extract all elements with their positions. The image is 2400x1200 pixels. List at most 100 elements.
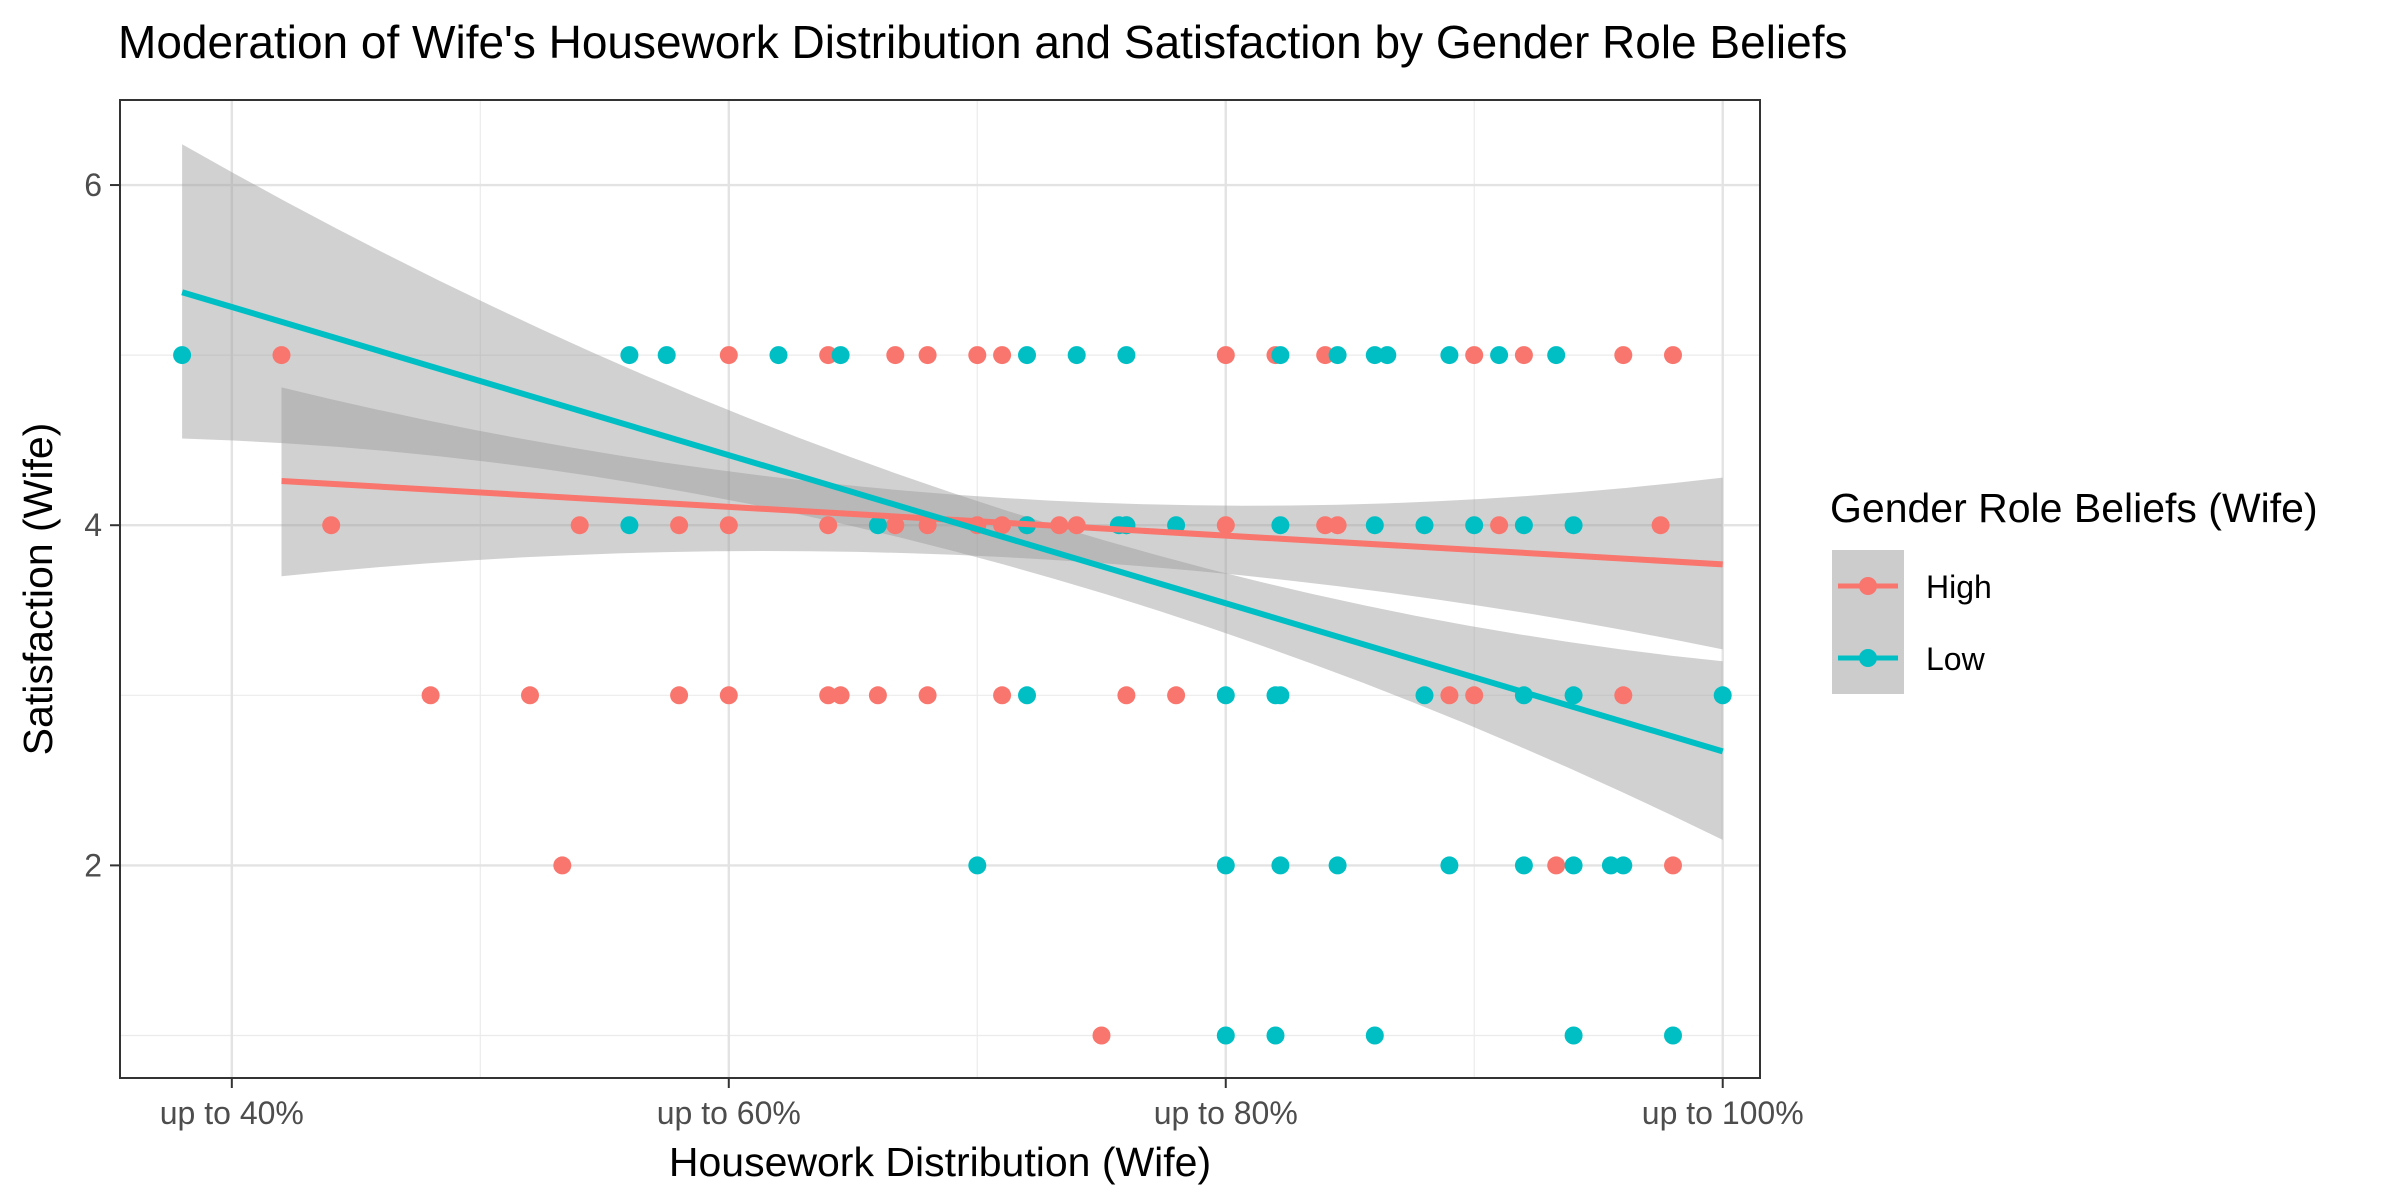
- y-axis: 2 4 6: [84, 167, 120, 883]
- chart-title: Moderation of Wife's Housework Distribut…: [118, 16, 1848, 68]
- legend-label-low: Low: [1926, 641, 1986, 677]
- data-point-high: [1328, 516, 1347, 535]
- data-point-high: [719, 686, 738, 705]
- data-point-high: [1167, 686, 1186, 705]
- data-point-high: [1216, 516, 1235, 535]
- x-axis: up to 40% up to 60% up to 80% up to 100%: [160, 1078, 1804, 1131]
- data-point-high: [819, 686, 838, 705]
- data-point-low: [1018, 686, 1036, 705]
- data-point-high: [1614, 686, 1633, 705]
- data-point-low: [1266, 1026, 1285, 1045]
- data-point-low: [1117, 346, 1136, 365]
- plot-background: [120, 100, 1760, 1078]
- data-point-low: [173, 346, 192, 365]
- data-point-low: [968, 856, 987, 875]
- data-point-low: [1365, 1026, 1384, 1045]
- data-point-high: [993, 686, 1012, 705]
- legend-key-high-dot: [1859, 577, 1877, 595]
- data-point-high: [1117, 686, 1136, 705]
- data-point-high: [1316, 346, 1335, 365]
- y-tick-label: 6: [84, 167, 102, 203]
- data-point-high: [819, 516, 838, 535]
- y-tick-label: 4: [84, 507, 102, 543]
- data-point-low: [1564, 856, 1583, 875]
- data-point-low: [1564, 686, 1583, 705]
- data-point-low: [1465, 516, 1484, 535]
- data-point-low: [657, 346, 676, 365]
- data-point-low: [1271, 856, 1290, 875]
- data-point-high: [570, 516, 589, 535]
- data-point-high: [1465, 686, 1484, 705]
- data-point-high: [993, 346, 1012, 365]
- data-point-high: [1440, 686, 1459, 705]
- data-point-low: [1514, 856, 1533, 875]
- data-point-low: [1271, 686, 1290, 705]
- fit-line-low: [181, 289, 1724, 755]
- data-point-high: [272, 346, 291, 365]
- data-point-high: [521, 686, 539, 705]
- legend-item-low: Low: [1832, 622, 1986, 694]
- data-point-high: [421, 686, 440, 705]
- data-point-low: [1713, 686, 1732, 705]
- data-point-high: [322, 516, 341, 535]
- data-point-low: [831, 346, 850, 365]
- data-point-low: [1490, 346, 1509, 365]
- data-point-low: [1514, 516, 1533, 535]
- x-tick-label: up to 100%: [1642, 1095, 1804, 1131]
- data-point-low: [1547, 346, 1566, 365]
- legend: Gender Role Beliefs (Wife) High Low: [1830, 485, 2318, 694]
- y-axis-title: Satisfaction (Wife): [15, 423, 61, 756]
- data-point-high: [1547, 856, 1566, 875]
- data-point-low: [1328, 346, 1347, 365]
- data-point-low: [1378, 346, 1397, 365]
- data-point-high: [831, 686, 850, 705]
- data-point-high: [1664, 856, 1682, 875]
- data-point-low: [620, 516, 639, 535]
- data-point-low: [1271, 516, 1290, 535]
- data-point-high: [719, 516, 738, 535]
- data-point-high: [1490, 516, 1509, 535]
- data-point-high: [1216, 346, 1235, 365]
- data-point-low: [1614, 856, 1633, 875]
- plot-panel: [119, 99, 1761, 1079]
- data-point-low: [1564, 516, 1583, 535]
- y-tick-label: 2: [84, 847, 102, 883]
- data-point-low: [1365, 516, 1384, 535]
- data-point-low: [620, 346, 639, 365]
- data-point-high: [670, 516, 689, 535]
- fit-lines: [181, 289, 1724, 755]
- data-point-low: [1018, 346, 1036, 365]
- grid-major: [120, 100, 1760, 1078]
- data-point-high: [968, 346, 987, 365]
- x-tick-label: up to 40%: [160, 1095, 304, 1131]
- data-point-high: [1092, 1026, 1111, 1045]
- data-point-low: [1328, 856, 1347, 875]
- data-point-high: [553, 856, 572, 875]
- data-point-high: [1514, 346, 1533, 365]
- data-point-high: [886, 516, 905, 535]
- data-point-low: [1271, 346, 1290, 365]
- data-point-low: [1365, 346, 1384, 365]
- data-point-low: [1415, 516, 1434, 535]
- data-point-high: [918, 346, 937, 365]
- x-tick-label: up to 80%: [1154, 1095, 1298, 1131]
- plot-border: [119, 99, 1761, 1079]
- data-point-high: [819, 346, 838, 365]
- data-point-high: [719, 346, 738, 365]
- x-tick-label: up to 60%: [657, 1095, 801, 1131]
- data-point-low: [1440, 346, 1459, 365]
- data-point-low: [1216, 686, 1235, 705]
- fit-line-high: [281, 477, 1723, 568]
- legend-item-high: High: [1832, 550, 1992, 622]
- x-axis-title: Housework Distribution (Wife): [669, 1139, 1211, 1185]
- data-point-high: [868, 686, 887, 705]
- data-point-high: [918, 686, 937, 705]
- data-point-low: [1216, 1026, 1235, 1045]
- data-point-low: [769, 346, 788, 365]
- data-point-high: [1664, 346, 1682, 365]
- legend-label-high: High: [1926, 569, 1992, 605]
- data-point-high: [670, 686, 689, 705]
- legend-key-low-dot: [1859, 649, 1877, 667]
- data-point-low: [1216, 856, 1235, 875]
